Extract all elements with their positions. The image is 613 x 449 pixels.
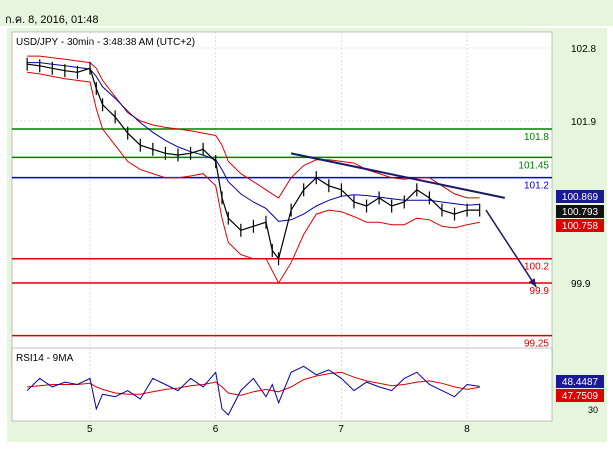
y-tick-label-99.9: 99.9 bbox=[571, 279, 591, 290]
price-tag-box-100.758 bbox=[556, 219, 604, 232]
rsi-line bbox=[26, 365, 480, 416]
top-bar: ก.ค. 8, 2016, 01:48 bbox=[0, 0, 613, 26]
level-layer: 101.8 101.45 101.2 100.2 99.9 99.25 bbox=[12, 128, 552, 350]
x-tick-label-7: 7 bbox=[338, 424, 344, 435]
bollinger-lower-line bbox=[27, 71, 480, 285]
y-tick-label-101.9: 101.9 bbox=[571, 117, 596, 128]
level-label-101.8: 101.8 bbox=[524, 132, 549, 143]
price-tag-box-100.793 bbox=[556, 205, 604, 218]
bollinger-upper-line bbox=[27, 55, 480, 199]
x-tick-label-8: 8 bbox=[464, 424, 470, 435]
rsi-plot-area bbox=[11, 347, 553, 422]
moving-average-line bbox=[27, 62, 480, 222]
projection-arrow-shaft bbox=[485, 209, 537, 288]
price-plot-area bbox=[11, 31, 553, 368]
x-tick-label-6: 6 bbox=[213, 424, 219, 435]
rsi-y-tick-label-30: 30 bbox=[588, 405, 598, 415]
axis-layer: 5 6 7 8 102.8 101.9 99.9 30 bbox=[87, 44, 598, 435]
level-label-99.25: 99.25 bbox=[524, 339, 549, 350]
resistance-trendline bbox=[290, 152, 506, 199]
timestamp-label: ก.ค. 8, 2016, 01:48 bbox=[5, 14, 99, 26]
level-label-101.45: 101.45 bbox=[518, 160, 549, 171]
price-tag-100.758: 100.758 bbox=[562, 221, 599, 232]
tag-layer: 100.869 100.793 100.758 48.4487 47.7509 bbox=[556, 190, 604, 402]
y-tick-label-102.8: 102.8 bbox=[571, 44, 596, 55]
price-tag-100.793: 100.793 bbox=[562, 207, 599, 218]
chart-title: USD/JPY - 30min - 3:48:38 AM (UTC+2) bbox=[16, 37, 195, 48]
rsi-title: RSI14 - 9MA bbox=[16, 353, 74, 364]
rsi-tag-48.4487: 48.4487 bbox=[562, 377, 599, 388]
rsi-tag-box-47.7509 bbox=[556, 389, 604, 402]
price-tag-100.869: 100.869 bbox=[562, 192, 599, 203]
projection-arrow-head bbox=[528, 278, 537, 288]
price-tag-box-100.869 bbox=[556, 190, 604, 203]
rsi-layer bbox=[26, 365, 480, 416]
level-label-100.2: 100.2 bbox=[524, 262, 549, 273]
series-layer bbox=[26, 55, 537, 288]
rsi-tag-47.7509: 47.7509 bbox=[562, 391, 599, 402]
price-line bbox=[27, 63, 480, 261]
x-tick-label-5: 5 bbox=[87, 424, 93, 435]
level-label-101.2: 101.2 bbox=[524, 181, 549, 192]
level-label-99.9: 99.9 bbox=[530, 286, 550, 297]
rsi-tag-box-48.4487 bbox=[556, 375, 604, 388]
